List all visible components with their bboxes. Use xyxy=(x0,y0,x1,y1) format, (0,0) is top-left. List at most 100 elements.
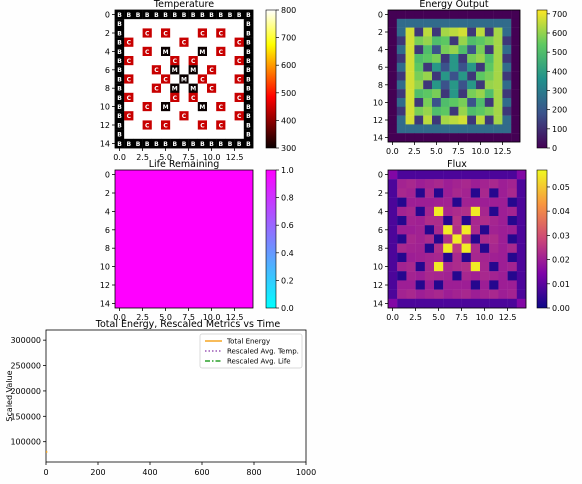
flux-cell xyxy=(452,206,462,217)
flux-cell xyxy=(443,216,453,226)
temperature-cell xyxy=(243,83,254,93)
temperature-cell-label: B xyxy=(117,21,122,28)
flux-cell xyxy=(498,271,508,281)
energy-cell xyxy=(405,106,415,116)
temperature-cell-label: C xyxy=(127,113,132,120)
flux-cell xyxy=(452,280,462,290)
temperature-cell-label: B xyxy=(117,104,122,111)
temperature-cell xyxy=(170,10,180,20)
flux-colorbar xyxy=(536,169,548,309)
flux-cell xyxy=(388,243,398,253)
energy-cell xyxy=(405,18,415,28)
flux-cell xyxy=(489,280,499,290)
flux-cell xyxy=(470,262,481,272)
temperature-cell xyxy=(197,129,208,139)
energy-cell xyxy=(423,89,433,99)
temperature-cell xyxy=(142,102,152,112)
timeseries-xtick-label: 0 xyxy=(43,468,48,477)
flux-cell xyxy=(461,262,471,272)
temperature-cell xyxy=(243,28,254,38)
flux-cell xyxy=(507,289,517,299)
temperature-cell xyxy=(115,10,125,20)
flux-cell xyxy=(489,289,499,299)
temperature-cell-label: B xyxy=(246,12,251,19)
energy-cell xyxy=(388,45,397,55)
temperature-cell-label: C xyxy=(209,67,214,74)
energy-cell xyxy=(476,54,485,63)
temperature-cell xyxy=(151,10,162,20)
energy-cell xyxy=(502,80,512,90)
energy-cell xyxy=(440,98,450,107)
temperature-cell xyxy=(234,111,244,121)
flux-cell xyxy=(434,225,444,235)
temperature-cell xyxy=(115,28,125,38)
energy-cell xyxy=(405,124,415,134)
flux-xtick-label: 7.5 xyxy=(455,313,468,322)
temperature-cell-label: B xyxy=(237,12,242,19)
flux-cell xyxy=(406,298,416,309)
temperature-cell xyxy=(161,92,171,103)
flux-cell xyxy=(424,271,435,281)
energy-cell xyxy=(388,27,397,37)
flux-cell xyxy=(480,216,490,226)
life-xtick-label: 2.5 xyxy=(136,313,149,322)
energy-cell xyxy=(467,133,477,143)
temperature-cell xyxy=(124,120,134,130)
timeseries-title: Total Energy, Rescaled Metrics vs Time xyxy=(95,319,281,330)
legend-label: Rescaled Avg. Temp. xyxy=(227,348,299,356)
temperature-cell xyxy=(124,37,134,47)
flux-cell xyxy=(452,225,462,235)
temperature-cell xyxy=(216,83,226,93)
energy-cell xyxy=(423,45,433,55)
flux-cell xyxy=(406,179,416,189)
temperature-cell xyxy=(234,102,244,112)
energy-cell xyxy=(440,71,450,81)
flux-cell xyxy=(388,298,398,309)
flux-cell xyxy=(406,289,416,299)
energy-xtick-label: 10.0 xyxy=(471,147,489,156)
energy-xtick-label: 7.5 xyxy=(452,147,465,156)
flux-cell xyxy=(388,225,398,235)
temperature-cell xyxy=(234,10,244,20)
energy-cell xyxy=(476,10,485,19)
flux-cell xyxy=(507,262,517,272)
flux-cell xyxy=(480,170,490,180)
temperature-cell xyxy=(170,37,180,47)
flux-cell xyxy=(507,216,517,226)
temperature-cell xyxy=(207,138,217,149)
temperature-cell-label: B xyxy=(246,58,251,65)
energy-cell xyxy=(405,115,415,125)
flux-cell xyxy=(415,289,425,299)
energy-cell xyxy=(388,54,397,63)
flux-cell xyxy=(388,188,398,198)
flux-cell xyxy=(443,280,453,290)
flux-cell xyxy=(415,225,425,235)
temperature-cell xyxy=(151,83,162,93)
flux-cell xyxy=(397,225,407,235)
temperature-cell xyxy=(151,120,162,130)
temperature-cell-label: B xyxy=(173,12,178,19)
energy-cell xyxy=(414,124,424,134)
flux-cell xyxy=(406,262,416,272)
temperature-cell xyxy=(170,56,180,66)
flux-cell xyxy=(424,225,435,235)
energy-cell xyxy=(432,62,441,72)
energy-cell xyxy=(458,62,468,72)
temperature-cell xyxy=(188,102,198,112)
temperature-cell-label: M xyxy=(190,67,196,74)
temperature-cell-label: B xyxy=(246,141,251,148)
temperature-cell xyxy=(151,37,162,47)
energy-cell xyxy=(458,80,468,90)
energy-cell xyxy=(449,133,459,143)
temperature-cell xyxy=(133,19,143,29)
flux-cell xyxy=(516,179,527,189)
energy-cell xyxy=(396,124,406,134)
energy-cell xyxy=(502,10,512,19)
temperature-cell xyxy=(207,83,217,93)
temperature-cell xyxy=(207,37,217,47)
temperature-cell xyxy=(170,138,180,149)
energy-cell xyxy=(493,18,503,28)
temperature-cell-label: C xyxy=(237,58,242,65)
temperature-cell xyxy=(133,102,143,112)
temperature-cell xyxy=(234,138,244,149)
